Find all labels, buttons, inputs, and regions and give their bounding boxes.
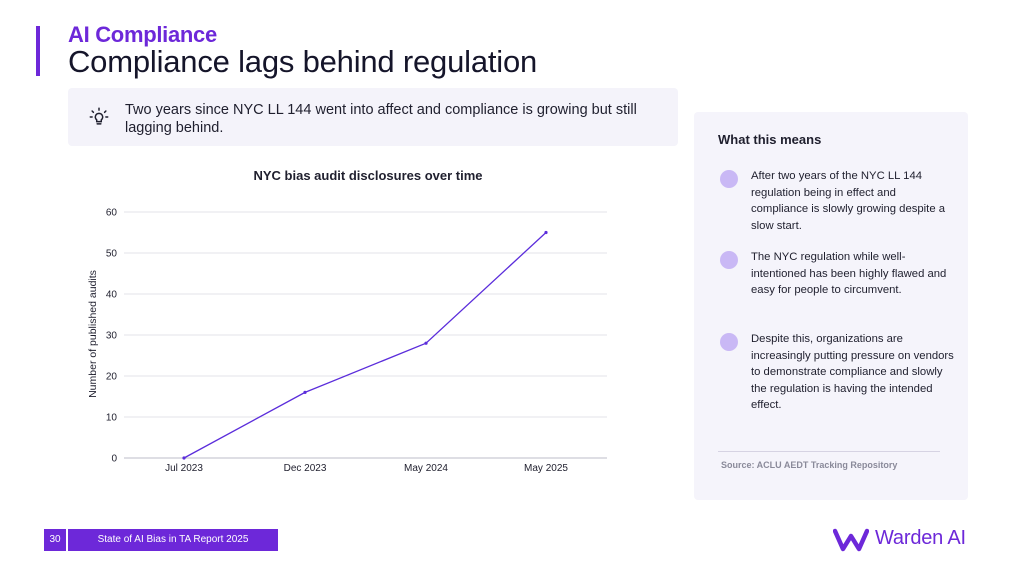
insight-text: After two years of the NYC LL 144 regula…: [751, 170, 946, 232]
data-point: [424, 341, 428, 345]
y-tick-label: 0: [111, 454, 117, 465]
bullet-dot: [720, 333, 738, 351]
source-note: Source: ACLU AEDT Tracking Repository: [721, 460, 898, 470]
title-accent-bar: [36, 26, 40, 76]
y-tick-label: 50: [106, 249, 118, 260]
section-label: AI Compliance: [68, 22, 217, 47]
data-point: [303, 390, 307, 394]
y-tick-label: 60: [106, 208, 118, 219]
brand-name: Warden AI: [875, 527, 966, 549]
y-tick-label: 30: [106, 331, 118, 342]
insight-text: Despite this, organizations are increasi…: [751, 333, 954, 411]
report-name: State of AI Bias in TA Report 2025: [68, 529, 278, 551]
what-this-means-panel: What this means After two years of the N…: [694, 112, 968, 500]
x-tick-label: May 2025: [524, 463, 568, 474]
chart-title: NYC bias audit disclosures over time: [253, 168, 483, 183]
callout-text: Two years since NYC LL 144 went into aff…: [125, 102, 637, 136]
y-tick-label: 10: [106, 413, 118, 424]
series-line: [183, 232, 547, 459]
insight-text: The NYC regulation while well-intentione…: [751, 251, 947, 296]
y-tick-label: 20: [106, 372, 118, 383]
data-point: [544, 230, 548, 235]
x-tick-label: Jul 2023: [165, 463, 203, 474]
bullet-dot: [720, 251, 738, 269]
x-tick-label: May 2024: [404, 463, 448, 474]
lightbulb-icon: [89, 107, 109, 125]
data-point: [182, 456, 186, 460]
page-number: 30: [44, 529, 66, 551]
side-panel-title: What this means: [718, 132, 822, 147]
x-tick-label: Dec 2023: [284, 463, 327, 474]
page-title: Compliance lags behind regulation: [68, 44, 538, 79]
bullet-dot: [720, 170, 738, 188]
warden-logo-icon: [833, 528, 869, 552]
y-tick-label: 40: [106, 290, 118, 301]
y-axis-label: Number of published audits: [87, 270, 99, 398]
divider: [718, 451, 940, 452]
callout-box: Two years since NYC LL 144 went into aff…: [68, 88, 678, 146]
